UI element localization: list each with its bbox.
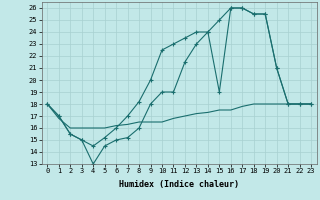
- X-axis label: Humidex (Indice chaleur): Humidex (Indice chaleur): [119, 180, 239, 189]
